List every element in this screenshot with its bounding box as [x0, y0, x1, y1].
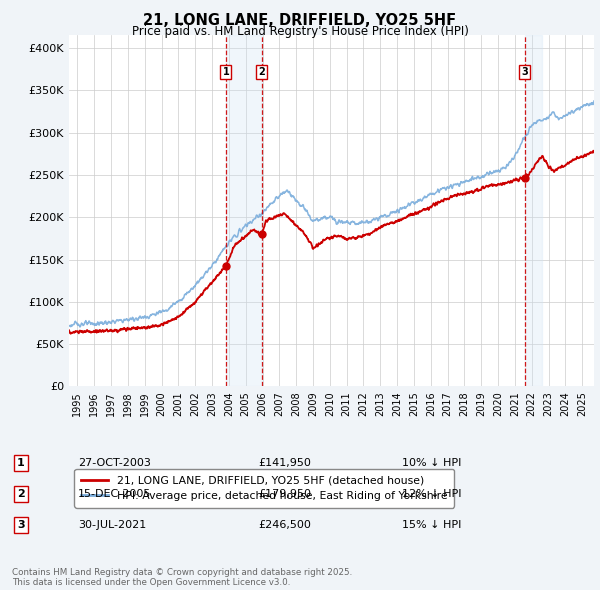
- Text: 3: 3: [17, 520, 25, 530]
- Text: £179,950: £179,950: [258, 489, 311, 499]
- Text: 30-JUL-2021: 30-JUL-2021: [78, 520, 146, 530]
- Text: 12% ↓ HPI: 12% ↓ HPI: [402, 489, 461, 499]
- Text: 1: 1: [223, 67, 229, 77]
- Text: 15% ↓ HPI: 15% ↓ HPI: [402, 520, 461, 530]
- Text: 27-OCT-2003: 27-OCT-2003: [78, 458, 151, 468]
- Legend: 21, LONG LANE, DRIFFIELD, YO25 5HF (detached house), HPI: Average price, detache: 21, LONG LANE, DRIFFIELD, YO25 5HF (deta…: [74, 469, 454, 507]
- Text: 2: 2: [259, 67, 265, 77]
- Text: Price paid vs. HM Land Registry's House Price Index (HPI): Price paid vs. HM Land Registry's House …: [131, 25, 469, 38]
- Text: £141,950: £141,950: [258, 458, 311, 468]
- Bar: [226, 35, 262, 386]
- Text: Contains HM Land Registry data © Crown copyright and database right 2025.
This d: Contains HM Land Registry data © Crown c…: [12, 568, 352, 587]
- Text: £246,500: £246,500: [258, 520, 311, 530]
- Text: 21, LONG LANE, DRIFFIELD, YO25 5HF: 21, LONG LANE, DRIFFIELD, YO25 5HF: [143, 13, 457, 28]
- Text: 1: 1: [17, 458, 25, 468]
- Text: 10% ↓ HPI: 10% ↓ HPI: [402, 458, 461, 468]
- Text: 15-DEC-2005: 15-DEC-2005: [78, 489, 151, 499]
- Text: 2: 2: [17, 489, 25, 499]
- Bar: [524, 35, 542, 386]
- Text: 3: 3: [521, 67, 528, 77]
